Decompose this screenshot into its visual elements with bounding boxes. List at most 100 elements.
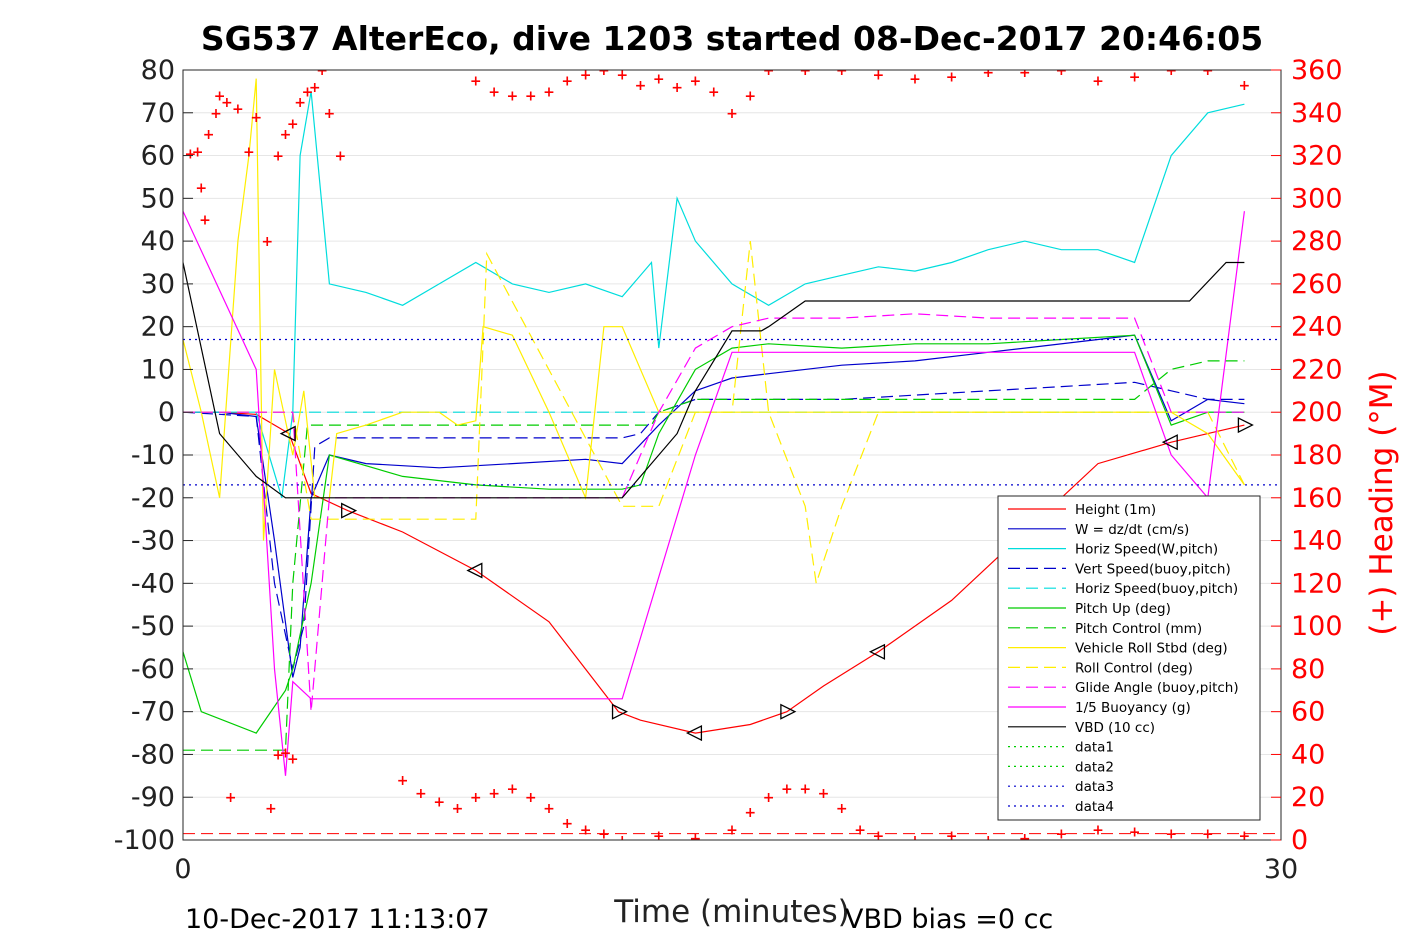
y-right-tick-label: 280 bbox=[1291, 226, 1343, 257]
heading-point: + bbox=[250, 110, 262, 126]
heading-point: + bbox=[763, 63, 775, 79]
legend-entry: data4 bbox=[1075, 799, 1114, 815]
heading-point: + bbox=[1165, 827, 1177, 843]
legend-entry: VBD (10 cc) bbox=[1075, 720, 1155, 736]
heading-point: + bbox=[335, 149, 347, 165]
heading-point: + bbox=[272, 149, 284, 165]
legend-entry: Roll Control (deg) bbox=[1075, 660, 1193, 676]
heading-point: + bbox=[221, 95, 233, 111]
y-axis-right: 3603403203002802602402202001801601401201… bbox=[1271, 55, 1343, 856]
heading-point: + bbox=[635, 78, 647, 94]
heading-point: + bbox=[243, 144, 255, 160]
y-tick-label: 40 bbox=[141, 226, 175, 257]
heading-point: + bbox=[1019, 831, 1031, 847]
y-tick-label: -30 bbox=[131, 526, 175, 557]
y-right-tick-label: 20 bbox=[1291, 782, 1325, 813]
height-marker bbox=[685, 725, 703, 742]
height-marker bbox=[868, 643, 886, 660]
heading-point: + bbox=[854, 822, 866, 838]
legend-entry: data1 bbox=[1075, 740, 1114, 756]
heading-point: + bbox=[195, 181, 207, 197]
y-tick-label: 10 bbox=[141, 354, 175, 385]
y-right-tick-label: 100 bbox=[1291, 611, 1343, 642]
y-tick-label: 50 bbox=[141, 183, 175, 214]
heading-point: + bbox=[1056, 63, 1068, 79]
heading-point: + bbox=[184, 146, 196, 162]
heading-point: + bbox=[272, 747, 284, 763]
heading-point: + bbox=[488, 786, 500, 802]
heading-point: + bbox=[744, 89, 756, 105]
y-right-tick-label: 200 bbox=[1291, 397, 1343, 428]
heading-point: + bbox=[265, 801, 277, 817]
height-marker bbox=[279, 425, 296, 442]
legend-entry: Pitch Control (mm) bbox=[1075, 621, 1202, 637]
heading-point: + bbox=[525, 89, 537, 105]
heading-point: + bbox=[561, 74, 573, 90]
heading-point: + bbox=[836, 801, 848, 817]
height-marker bbox=[611, 703, 628, 720]
heading-point: + bbox=[726, 106, 738, 122]
y-right-tick-label: 320 bbox=[1291, 141, 1343, 172]
heading-point: + bbox=[225, 790, 237, 806]
heading-point: + bbox=[781, 782, 793, 798]
heading-point: + bbox=[232, 102, 244, 118]
legend-entry: data3 bbox=[1075, 779, 1114, 795]
series-vert-speed-buoy-pitch bbox=[183, 381, 1245, 670]
heading-point: + bbox=[1165, 63, 1177, 79]
heading-point: + bbox=[946, 69, 958, 85]
heading-point: + bbox=[1239, 829, 1251, 845]
series-1-5-buoyancy-g bbox=[183, 210, 1245, 776]
heading-point: + bbox=[763, 790, 775, 806]
heading-point: + bbox=[708, 84, 720, 100]
legend-entry: Glide Angle (buoy,pitch) bbox=[1075, 680, 1239, 696]
heading-layer: + + + + + + + + + + + + + + + + + + + + + + + + + + + + + + + + + + + + + + + +… bbox=[183, 63, 1281, 849]
series-horiz-speed-w-pitch bbox=[183, 91, 1245, 498]
heading-point: + bbox=[210, 106, 222, 122]
legend-entry: W = dz/dt (cm/s) bbox=[1075, 522, 1189, 538]
heading-point: + bbox=[873, 67, 885, 83]
heading-point: + bbox=[543, 84, 555, 100]
legend-entry: Horiz Speed(W,pitch) bbox=[1075, 542, 1218, 558]
series-w-dz-dt-cm-s bbox=[183, 334, 1245, 678]
height-marker bbox=[1161, 434, 1178, 451]
footer-timestamp: 10-Dec-2017 11:13:07 bbox=[185, 904, 490, 935]
y-right-tick-label: 180 bbox=[1291, 440, 1343, 471]
heading-point: + bbox=[690, 831, 702, 847]
heading-point: + bbox=[653, 829, 665, 845]
y-tick-label: -10 bbox=[131, 440, 175, 471]
y-tick-label: 60 bbox=[141, 141, 175, 172]
heading-point: + bbox=[653, 72, 665, 88]
heading-point: + bbox=[525, 790, 537, 806]
heading-point: + bbox=[507, 782, 519, 798]
series-vbd-10-cc bbox=[183, 261, 1245, 499]
heading-point: + bbox=[280, 127, 292, 143]
heading-point: + bbox=[836, 63, 848, 79]
y-right-tick-label: 140 bbox=[1291, 526, 1343, 557]
heading-point: + bbox=[818, 786, 830, 802]
y-axis-left: 80 70 60 50 40 30 20 10 0 -10 -20 -30 -40 -50 -60 -70 -8… bbox=[114, 55, 193, 856]
y-right-tick-label: 120 bbox=[1291, 568, 1343, 599]
heading-point: + bbox=[302, 84, 314, 100]
heading-point: + bbox=[690, 74, 702, 90]
heading-point: + bbox=[316, 63, 328, 79]
legend-entry: Vehicle Roll Stbd (deg) bbox=[1075, 641, 1228, 657]
heading-point: + bbox=[1092, 74, 1104, 90]
heading-point: + bbox=[909, 833, 921, 849]
y-tick-label: -80 bbox=[131, 739, 175, 770]
series-pitch-control-mm bbox=[183, 360, 1245, 751]
legend: Height (1m) W = dz/dt (cm/s) Horiz Speed(W… bbox=[997, 495, 1261, 821]
heading-point: + bbox=[726, 822, 738, 838]
legend-entry: Vert Speed(buoy,pitch) bbox=[1075, 561, 1231, 577]
y-tick-label: -40 bbox=[131, 568, 175, 599]
heading-point: + bbox=[873, 829, 885, 845]
heading-point: + bbox=[744, 805, 756, 821]
heading-point: + bbox=[1019, 65, 1031, 81]
legend-entry: 1/5 Buoyancy (g) bbox=[1075, 700, 1191, 716]
heading-point: + bbox=[671, 80, 683, 96]
y-right-tick-label: 220 bbox=[1291, 354, 1343, 385]
y-right-tick-label: 0 bbox=[1291, 825, 1308, 856]
y-right-tick-label: 260 bbox=[1291, 269, 1343, 300]
heading-point: + bbox=[280, 745, 292, 761]
height-marker bbox=[466, 562, 483, 579]
